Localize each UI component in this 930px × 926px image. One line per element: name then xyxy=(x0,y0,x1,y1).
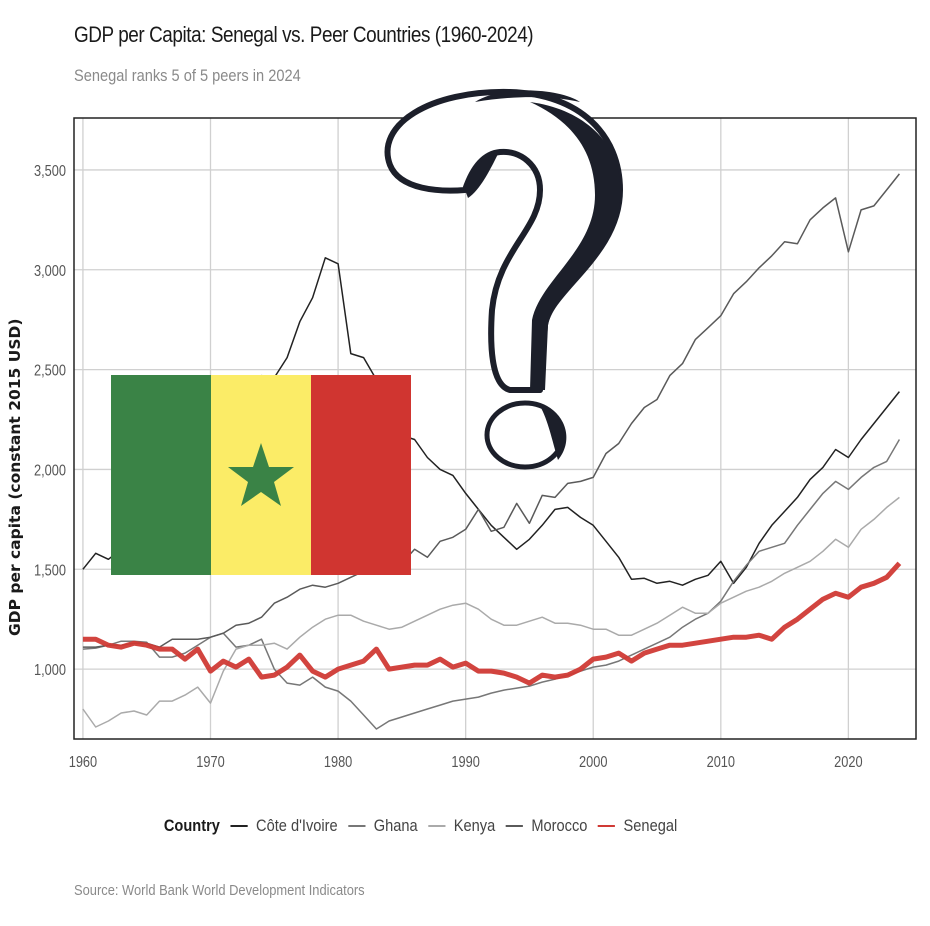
x-tick-label: 1990 xyxy=(451,754,479,772)
source-caption: Source: World Bank World Development Ind… xyxy=(74,882,365,899)
chart-legend: Country Côte d'Ivoire Ghana Kenya Morocc… xyxy=(0,816,851,836)
legend-swatch xyxy=(230,825,248,827)
star-icon xyxy=(228,443,294,506)
legend-swatch xyxy=(347,825,366,827)
y-tick-label: 2,500 xyxy=(34,362,66,380)
y-axis-ticks: 1,000 1,500 2,000 2,500 3,000 3,500 xyxy=(34,163,66,680)
series-line-morocco xyxy=(82,173,900,648)
y-tick-label: 1,000 xyxy=(34,662,66,680)
x-tick-label: 1970 xyxy=(196,754,224,772)
legend-title: Country xyxy=(163,816,220,835)
x-tick-label: 1980 xyxy=(324,754,352,772)
legend-swatch xyxy=(427,825,446,827)
question-mark-icon xyxy=(384,88,623,470)
x-tick-label: 2000 xyxy=(579,754,607,772)
legend-item-ghana[interactable]: Ghana xyxy=(347,816,418,836)
data-lines xyxy=(82,173,902,730)
y-axis-label: GDP per capita (constant 2015 USD) xyxy=(6,318,24,636)
x-axis-ticks: 1960 1970 1980 1990 2000 2010 2020 xyxy=(69,754,863,772)
legend-swatch xyxy=(505,825,523,827)
chart-subtitle: Senegal ranks 5 of 5 peers in 2024 xyxy=(74,66,301,85)
x-tick-label: 1960 xyxy=(69,754,97,772)
legend-item-cote-divoire[interactable]: Côte d'Ivoire xyxy=(230,816,338,836)
legend-item-kenya[interactable]: Kenya xyxy=(427,816,495,836)
flag-yellow-band xyxy=(211,375,311,575)
y-tick-label: 3,500 xyxy=(34,163,66,181)
y-tick-label: 1,500 xyxy=(34,562,66,580)
legend-item-senegal[interactable]: Senegal xyxy=(597,816,677,836)
x-tick-label: 2020 xyxy=(834,754,862,772)
chart-title: GDP per Capita: Senegal vs. Peer Countri… xyxy=(74,22,534,47)
senegal-flag-image xyxy=(111,375,411,575)
flag-red-band xyxy=(311,375,411,575)
legend-swatch xyxy=(597,825,615,827)
flag-green-band xyxy=(111,375,211,575)
series-line-kenya xyxy=(82,496,900,728)
y-tick-label: 2,000 xyxy=(34,462,66,480)
y-tick-label: 3,000 xyxy=(34,263,66,281)
series-line-senegal xyxy=(82,561,902,686)
legend-item-morocco[interactable]: Morocco xyxy=(505,816,587,836)
x-tick-label: 2010 xyxy=(707,754,735,772)
